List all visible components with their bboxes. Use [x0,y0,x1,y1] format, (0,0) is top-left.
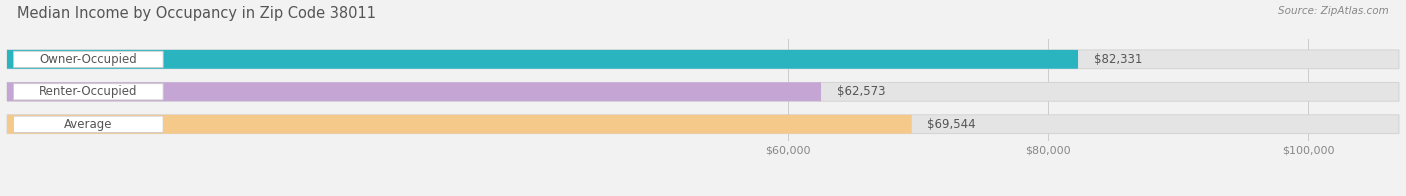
Text: $82,331: $82,331 [1094,53,1142,66]
FancyBboxPatch shape [7,50,1399,69]
Text: Median Income by Occupancy in Zip Code 38011: Median Income by Occupancy in Zip Code 3… [17,6,375,21]
FancyBboxPatch shape [14,51,163,67]
FancyBboxPatch shape [7,115,911,134]
Text: $69,544: $69,544 [928,118,976,131]
FancyBboxPatch shape [14,84,163,100]
Text: $62,573: $62,573 [837,85,886,98]
FancyBboxPatch shape [7,82,821,101]
Text: Average: Average [65,118,112,131]
FancyBboxPatch shape [14,116,163,132]
Text: Owner-Occupied: Owner-Occupied [39,53,138,66]
Text: Source: ZipAtlas.com: Source: ZipAtlas.com [1278,6,1389,16]
Text: Renter-Occupied: Renter-Occupied [39,85,138,98]
FancyBboxPatch shape [7,82,1399,101]
FancyBboxPatch shape [7,50,1078,69]
FancyBboxPatch shape [7,115,1399,134]
